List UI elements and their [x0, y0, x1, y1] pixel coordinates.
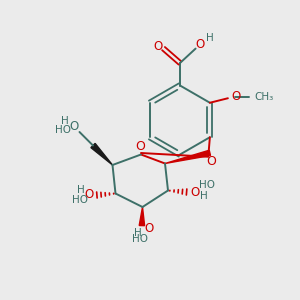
Text: H: H [61, 116, 68, 126]
Polygon shape [91, 143, 112, 165]
Text: O: O [190, 185, 200, 199]
Polygon shape [139, 207, 145, 226]
Text: H: H [206, 33, 214, 43]
Text: O: O [145, 222, 154, 235]
Text: O: O [154, 40, 163, 53]
Text: O: O [232, 90, 241, 103]
Text: H: H [134, 228, 142, 239]
Text: O: O [206, 155, 216, 168]
Text: O: O [85, 188, 94, 201]
Text: HO: HO [132, 233, 148, 244]
Text: HO: HO [55, 124, 71, 135]
Text: H: H [200, 191, 207, 201]
Text: HO: HO [71, 195, 88, 205]
Text: O: O [196, 38, 205, 52]
Text: HO: HO [200, 180, 215, 190]
Polygon shape [165, 150, 211, 164]
Text: H: H [77, 185, 85, 195]
Text: O: O [70, 120, 79, 133]
Text: CH₃: CH₃ [254, 92, 273, 102]
Text: O: O [136, 140, 145, 153]
